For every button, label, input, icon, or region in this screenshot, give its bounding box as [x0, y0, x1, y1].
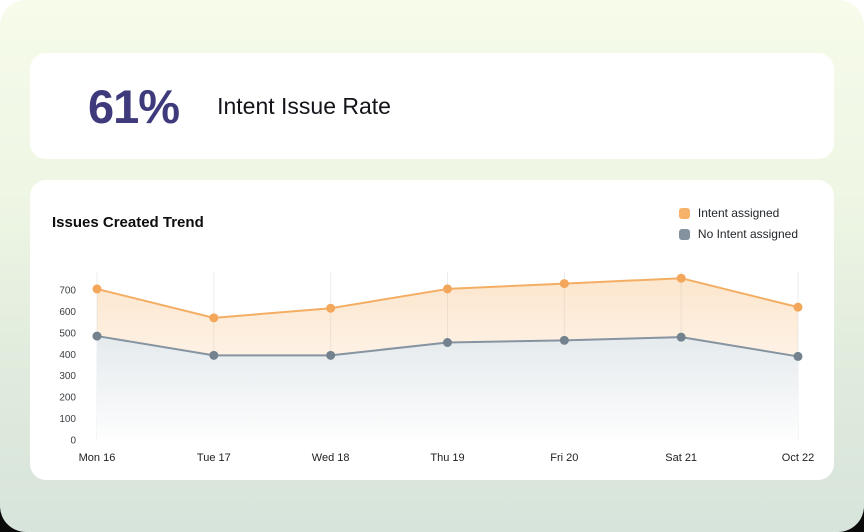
- data-point[interactable]: [559, 335, 569, 345]
- stat-value: 61%: [88, 79, 180, 133]
- y-axis-tick-label: 100: [59, 414, 76, 425]
- data-point[interactable]: [92, 331, 102, 341]
- legend-label-no-intent-assigned: No Intent assigned: [697, 227, 798, 241]
- data-point[interactable]: [559, 279, 569, 289]
- intent-issue-rate-card: 61% Intent Issue Rate: [30, 53, 834, 159]
- x-axis-tick-label: Oct 22: [782, 452, 814, 464]
- legend-item-intent-assigned[interactable]: Intent assigned: [678, 206, 798, 220]
- data-point[interactable]: [793, 351, 803, 361]
- data-point[interactable]: [209, 313, 219, 323]
- y-axis-tick-label: 700: [59, 286, 76, 297]
- y-axis-tick-label: 300: [59, 371, 76, 382]
- y-axis-tick-label: 500: [59, 328, 76, 339]
- chart-title: Issues Created Trend: [52, 214, 204, 231]
- y-axis-tick-label: 600: [59, 307, 76, 318]
- data-point[interactable]: [326, 350, 336, 360]
- legend-label-intent-assigned: Intent assigned: [697, 206, 780, 220]
- data-point[interactable]: [92, 284, 102, 294]
- x-axis-tick-label: Mon 16: [79, 452, 116, 464]
- legend-swatch-intent-assigned: [678, 207, 690, 219]
- trend-chart[interactable]: 0 100 200 300 400 500 600 700 Mon 16 Tue 17 Wed 18…: [30, 180, 834, 480]
- y-axis-tick-label: 0: [70, 436, 76, 447]
- x-axis-tick-label: Tue 17: [197, 452, 231, 464]
- stat-label: Intent Issue Rate: [217, 92, 391, 119]
- data-point[interactable]: [443, 284, 452, 294]
- data-point[interactable]: [326, 303, 336, 313]
- x-axis-tick-label: Wed 18: [312, 452, 350, 464]
- y-axis-tick-label: 200: [59, 393, 76, 404]
- issues-created-trend-card: Issues Created Trend Intent assigned No …: [30, 180, 834, 480]
- legend-item-no-intent-assigned[interactable]: No Intent assigned: [678, 227, 798, 241]
- data-point[interactable]: [676, 273, 686, 283]
- legend-swatch-no-intent-assigned: [678, 228, 690, 240]
- data-point[interactable]: [676, 332, 686, 342]
- data-point[interactable]: [443, 338, 452, 347]
- y-axis-tick-label: 400: [59, 350, 76, 361]
- series-area-no-intent: [97, 336, 798, 440]
- x-axis-tick-label: Fri 20: [550, 452, 578, 464]
- x-axis-tick-label: Thu 19: [430, 452, 464, 464]
- chart-legend: Intent assigned No Intent assigned: [678, 206, 798, 241]
- x-axis-tick-label: Sat 21: [665, 452, 697, 464]
- data-point[interactable]: [793, 302, 803, 312]
- data-point[interactable]: [209, 350, 219, 360]
